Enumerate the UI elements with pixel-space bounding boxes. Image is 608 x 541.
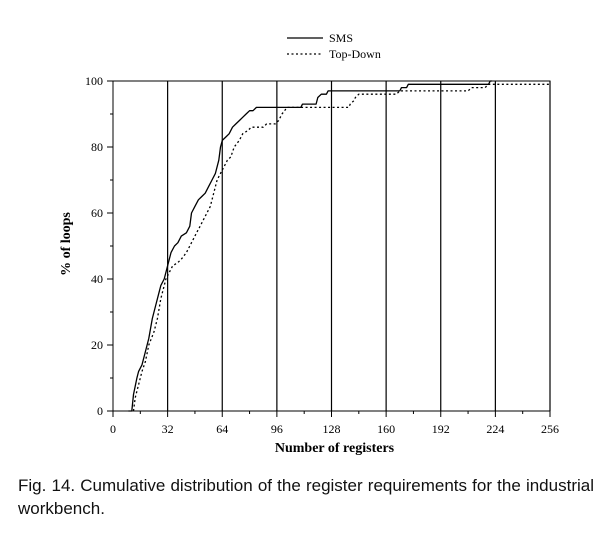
y-axis-ticks: 0 20 40 60 80 100 <box>85 74 113 418</box>
x-tick-label: 32 <box>162 422 174 436</box>
y-tick-label: 20 <box>91 338 103 352</box>
y-tick-label: 0 <box>97 404 103 418</box>
series-line-sms <box>128 80 492 412</box>
cumulative-distribution-chart: 0 20 40 60 80 100 0 32 64 96 128 160 192 224 256 SMS T… <box>59 31 559 456</box>
legend-label: Top-Down <box>329 47 381 61</box>
x-axis-title: Number of registers <box>275 441 395 456</box>
x-tick-label: 64 <box>216 422 228 436</box>
x-axis-ticks: 0 32 64 96 128 160 192 224 256 <box>110 411 559 436</box>
x-tick-label: 224 <box>486 422 504 436</box>
figure-caption: Fig. 14. Cumulative distribution of the … <box>18 476 594 518</box>
y-axis-title: % of loops <box>59 212 74 276</box>
x-tick-label: 128 <box>323 422 341 436</box>
x-tick-label: 256 <box>541 422 559 436</box>
x-tick-label: 96 <box>271 422 283 436</box>
x-tick-label: 192 <box>432 422 450 436</box>
y-tick-label: 80 <box>91 140 103 154</box>
y-tick-label: 40 <box>91 272 103 286</box>
series-lines <box>128 80 550 412</box>
legend-label: SMS <box>329 31 353 45</box>
y-tick-label: 100 <box>85 74 103 88</box>
y-tick-label: 60 <box>91 206 103 220</box>
x-tick-label: 0 <box>110 422 116 436</box>
vertical-gridlines <box>167 81 551 411</box>
legend: SMS Top-Down <box>287 31 381 61</box>
x-tick-label: 160 <box>377 422 395 436</box>
series-line-top-down <box>132 83 550 412</box>
